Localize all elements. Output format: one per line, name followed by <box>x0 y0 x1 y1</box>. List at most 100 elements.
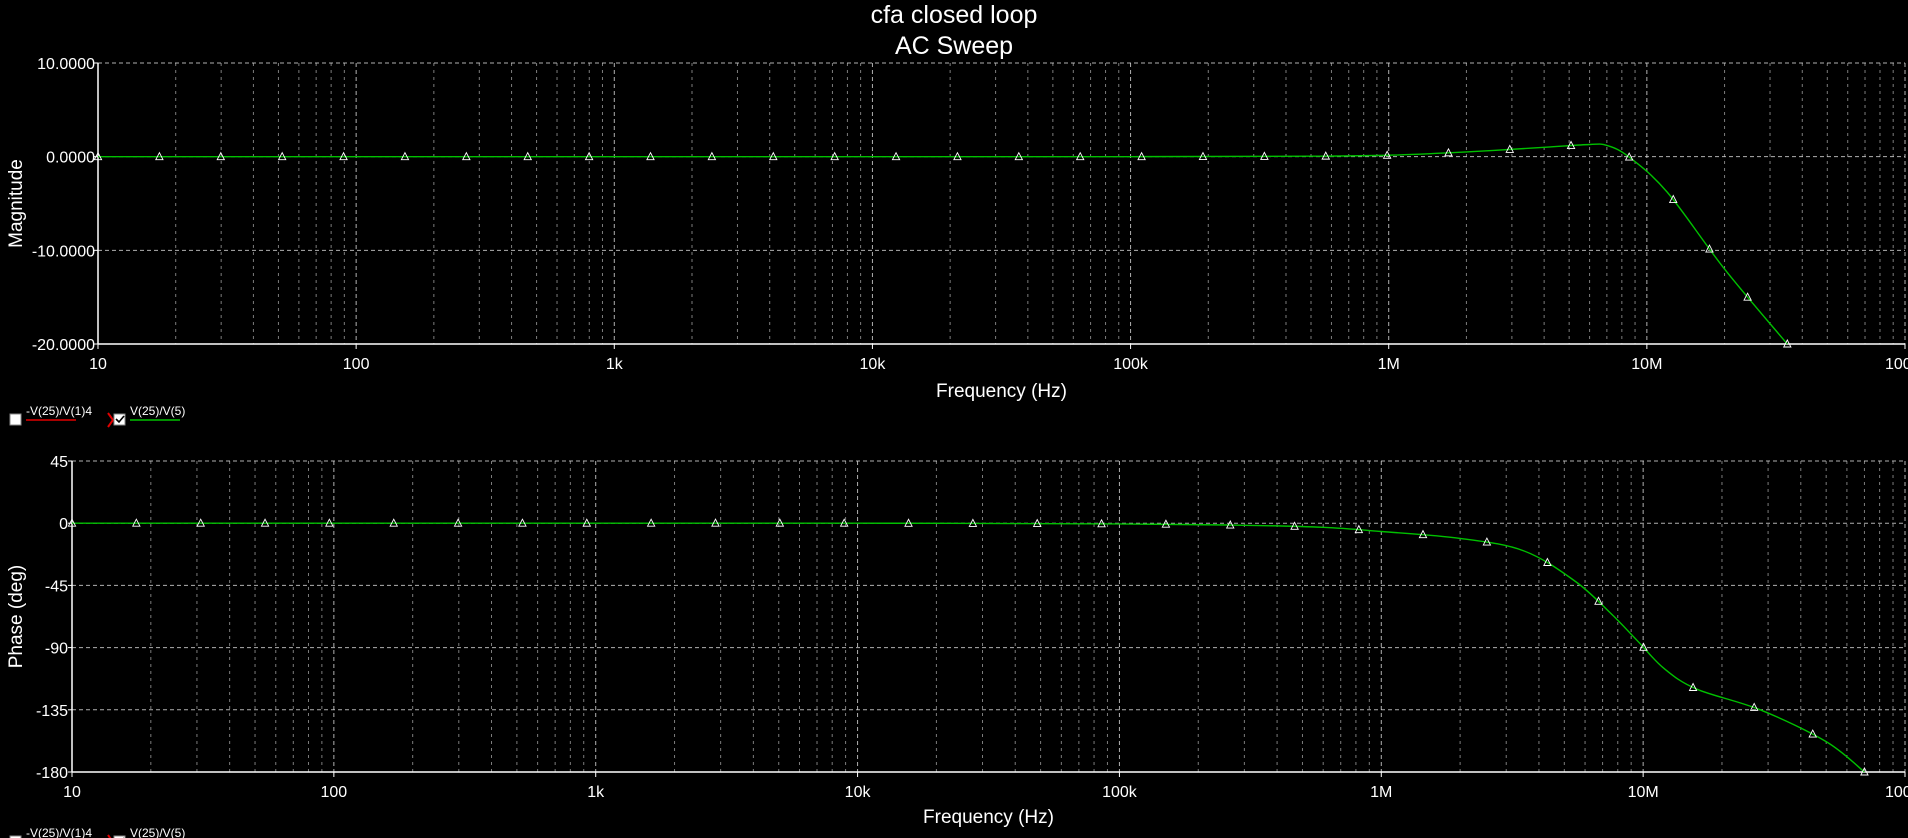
data-point-marker <box>711 518 720 527</box>
data-point-marker <box>1688 682 1698 691</box>
data-point-marker <box>1860 767 1869 776</box>
data-point-marker <box>584 151 594 161</box>
data-point-marker <box>453 518 463 527</box>
x-tick-label: 10k <box>860 356 887 373</box>
data-point-marker <box>1482 537 1492 546</box>
legend-label: V(25)/V(5) <box>130 826 185 838</box>
legend-checkbox[interactable] <box>113 835 126 838</box>
data-point-marker <box>707 151 717 161</box>
data-point-marker <box>1668 194 1678 203</box>
y-tick-label: -20.0000 <box>32 337 95 354</box>
data-point-marker <box>1782 339 1792 348</box>
data-point-marker <box>155 151 164 161</box>
legend-checkbox[interactable] <box>9 835 22 838</box>
x-tick-label: 1M <box>1378 356 1400 373</box>
series-line <box>72 522 1865 773</box>
data-point-marker <box>768 151 778 161</box>
data-point-marker <box>196 518 206 527</box>
legend-label: V(25)/V(5) <box>130 404 185 418</box>
data-point-marker <box>1639 642 1648 651</box>
data-point-marker <box>1014 151 1024 161</box>
y-tick-label: -90 <box>45 641 68 658</box>
data-point-marker <box>891 151 901 161</box>
data-point-marker <box>1075 151 1085 161</box>
x-tick-label: 10 <box>63 784 81 801</box>
data-point-marker <box>132 518 141 527</box>
data-point-marker <box>830 151 839 161</box>
x-tick-label: 10 <box>89 356 107 373</box>
data-point-marker <box>1161 519 1171 528</box>
data-point-marker <box>461 151 471 161</box>
data-point-marker <box>1505 144 1515 153</box>
y-tick-label: 10.0000 <box>37 56 95 73</box>
data-point-marker <box>1354 524 1364 534</box>
x-tick-label: 1k <box>606 356 624 373</box>
data-point-marker <box>1624 152 1634 161</box>
x-tick-label: 1k <box>587 784 605 801</box>
x-axis-title: Frequency (Hz) <box>936 381 1067 402</box>
y-tick-label: 0.0000 <box>46 150 95 167</box>
data-point-marker <box>1543 557 1552 566</box>
data-point-marker <box>400 151 410 161</box>
data-point-marker <box>1198 151 1208 161</box>
x-tick-label: 100 <box>343 356 370 373</box>
checkmark-icon <box>115 415 125 424</box>
data-point-marker <box>1032 518 1042 528</box>
cursor-icon <box>107 834 112 838</box>
data-point-marker <box>339 151 348 161</box>
data-point-marker <box>1097 518 1106 528</box>
data-point-marker <box>1594 596 1603 605</box>
data-point-marker <box>325 518 334 527</box>
y-tick-label: -45 <box>45 578 68 595</box>
x-tick-label: 100M <box>1885 356 1908 373</box>
y-axis-title: Magnitude <box>6 159 27 248</box>
title-line-2: AC Sweep <box>894 32 1014 60</box>
title-line-1: cfa closed loop <box>870 1 1038 29</box>
data-point-marker <box>582 518 592 527</box>
legend-magnitude: -V(25)/V(1)4 V(25)/V(5) <box>9 404 185 428</box>
chart-title: cfa closed loop AC Sweep <box>0 0 1908 62</box>
data-point-marker <box>1225 520 1235 529</box>
y-tick-label: -135 <box>36 703 68 720</box>
x-tick-label: 100k <box>1102 784 1138 801</box>
y-tick-label: -10.0000 <box>32 243 95 260</box>
x-tick-label: 10k <box>845 784 872 801</box>
legend-checkbox[interactable] <box>9 413 22 426</box>
cursor-icon <box>107 412 115 428</box>
data-point-marker <box>1382 150 1392 159</box>
data-point-marker <box>1137 151 1146 161</box>
data-point-marker <box>1444 147 1453 157</box>
data-point-marker <box>968 518 978 527</box>
data-point-marker <box>277 151 287 161</box>
data-point-marker <box>1743 292 1752 301</box>
x-axis-title: Frequency (Hz) <box>923 807 1054 828</box>
data-point-marker <box>646 518 656 527</box>
panel-phase: 45 0 -45 -90 -135 -180 10 100 1k 10k 100k 1M 10M 100M… <box>6 454 1908 828</box>
x-tick-label: 10M <box>1631 356 1662 373</box>
data-point-marker <box>904 518 913 527</box>
data-point-marker <box>1566 140 1576 149</box>
data-point-marker <box>389 518 399 527</box>
data-point-marker <box>1418 529 1428 539</box>
data-point-marker <box>646 151 655 161</box>
x-tick-label: 1M <box>1370 784 1392 801</box>
data-point-marker <box>216 151 226 161</box>
x-tick-label: 100M <box>1885 784 1908 801</box>
data-point-marker <box>1808 729 1818 738</box>
data-point-marker <box>1260 151 1269 160</box>
y-tick-label: -180 <box>36 765 68 782</box>
data-point-marker <box>839 518 849 527</box>
legend-checkbox[interactable] <box>113 413 126 426</box>
data-point-marker <box>775 518 785 527</box>
data-point-marker <box>953 151 962 161</box>
data-point-marker <box>518 518 527 527</box>
data-point-marker <box>260 518 270 527</box>
data-point-marker <box>67 518 77 527</box>
data-point-marker <box>1749 702 1759 711</box>
series-line <box>98 143 1788 345</box>
y-axis-title: Phase (deg) <box>6 565 27 669</box>
legend-label: -V(25)/V(1)4 <box>26 404 92 418</box>
data-point-marker <box>1290 521 1299 530</box>
data-point-marker <box>1321 151 1331 160</box>
x-tick-label: 100k <box>1113 356 1149 373</box>
